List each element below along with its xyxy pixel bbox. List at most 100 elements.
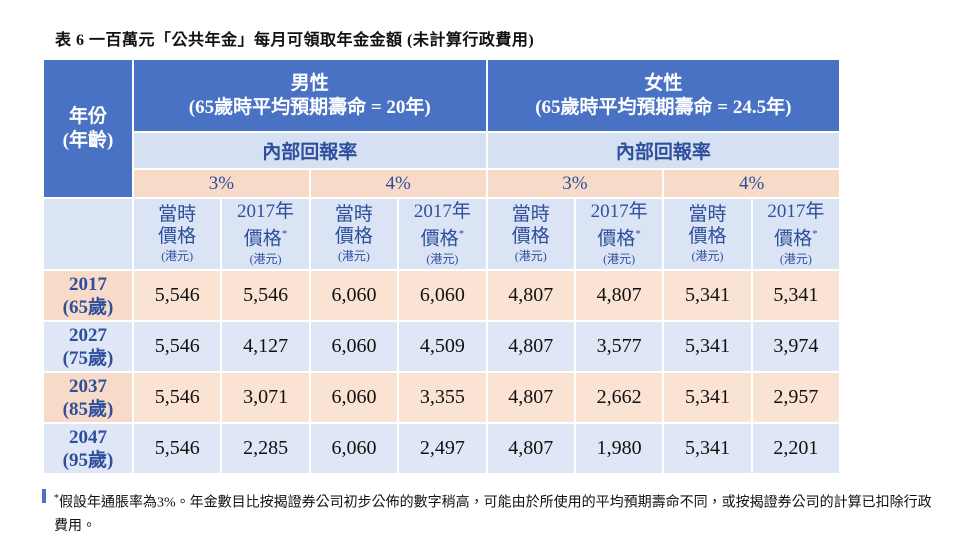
value-cell: 3,355 (397, 371, 488, 424)
column-header-text: 2017年 (590, 201, 648, 223)
value-cell: 5,546 (131, 320, 223, 373)
value-cell: 2,662 (573, 371, 665, 424)
column-header-line: 價格* (576, 223, 662, 250)
column-header: 2017年 價格* (港元) (573, 197, 665, 271)
value-cell: 6,060 (308, 371, 400, 424)
age: (65歲) (62, 296, 114, 318)
year-cell: 2017 (65歲) (42, 269, 134, 322)
rate: 3% (132, 168, 311, 199)
value-cell: 5,546 (220, 269, 311, 322)
table-title: 表 6 一百萬元「公共年金」每月可領取年金金額 (未計算行政費用) (55, 32, 535, 49)
column-header-line: 價格* (753, 223, 839, 250)
value-cell: 1,980 (573, 422, 665, 475)
column-header-text: 價格 (688, 226, 727, 247)
column-header-line: 當時 (134, 204, 220, 226)
column-header-text: 當時 (334, 204, 373, 225)
year: 2017 (69, 273, 107, 295)
value-cell: 2,957 (750, 371, 842, 424)
column-header-text: 當時 (688, 204, 727, 225)
value-cell: 6,060 (308, 422, 400, 475)
value-cell: 5,341 (662, 320, 753, 373)
value-cell: 2,497 (397, 422, 488, 475)
year-label-line: (年齡) (62, 129, 114, 151)
rate-row: 3% 4% 3% 4% (43, 168, 842, 199)
value-cell: 4,807 (485, 320, 576, 373)
column-unit: (港元) (603, 251, 636, 266)
column-header-row: 當時 價格 (港元) 2017年 價格* (港元) 當時 價格 (港元) 2017年 價格* (港元)… (42, 197, 842, 271)
value-cell: 4,127 (220, 320, 311, 373)
value-cell: 5,341 (662, 422, 753, 475)
value-cell: 2,201 (750, 422, 842, 475)
column-header-line: 2017年 (399, 201, 485, 223)
value-cell: 4,807 (573, 269, 665, 322)
column-mark: * (635, 228, 641, 241)
year-cell: 2037 (85歲) (42, 371, 134, 424)
column-header-line: 當時 (311, 204, 397, 226)
column-header-text: 價格 (511, 226, 550, 247)
rate-label: 內部回報率 (132, 131, 488, 170)
rate: 4% (662, 168, 842, 199)
column-header-text: 2017年 (767, 201, 825, 223)
value-cell: 4,509 (397, 320, 488, 373)
column-header-text: 當時 (158, 204, 197, 225)
column-header: 當時 價格 (港元) (308, 197, 400, 271)
group-name: 男性 (290, 72, 329, 94)
group-header: 男性 (65歲時平均預期壽命 = 20年) (132, 58, 488, 133)
year: 2027 (69, 324, 107, 346)
rate: 3% (485, 168, 665, 199)
value-cell: 3,071 (220, 371, 311, 424)
column-header: 2017年 價格* (港元) (220, 197, 311, 271)
value-cell: 2,285 (220, 422, 311, 475)
value-cell: 6,060 (308, 320, 400, 373)
group-row: 年份 (年齡) 男性 (65歲時平均預期壽命 = 20年) 女性 (65歲時平均預期壽命 … (42, 58, 842, 199)
group-name: 女性 (644, 72, 683, 94)
data-row: 2017 (65歲) 5,546 5,546 6,060 6,060 4,807 4,807 5… (42, 269, 842, 322)
year-cell: 2027 (75歲) (42, 320, 134, 373)
column-unit: (港元) (161, 249, 194, 263)
column-unit: (港元) (249, 251, 282, 266)
column-unit: (港元) (426, 251, 459, 266)
column-header-text: 價格 (597, 228, 636, 250)
column-header-line: 價格 (488, 226, 574, 248)
column-header-line: 當時 (488, 204, 574, 226)
column-unit: (港元) (514, 249, 547, 263)
column-header-text: 價格 (420, 228, 459, 250)
column-header-text: 價格 (334, 226, 373, 247)
value-cell: 5,546 (131, 422, 223, 475)
footnote: *假設年通脹率為3%。年金數目比按揭證券公司初步公佈的數字稍高，可能由於所使用的… (46, 487, 934, 538)
column-header-line: 價格* (222, 223, 308, 250)
blank-cell (42, 197, 134, 271)
rate-label: 內部回報率 (485, 131, 842, 170)
column-header-line: 價格 (134, 226, 220, 248)
value-cell: 6,060 (397, 269, 488, 322)
rate-label-row: 內部回報率 內部回報率 (43, 131, 842, 170)
value-cell: 5,341 (662, 371, 753, 424)
column-header-line: 2017年 (576, 201, 662, 223)
column-unit: (港元) (779, 251, 812, 266)
column-header-line: 價格* (399, 223, 485, 250)
value-cell: 4,807 (485, 269, 576, 322)
group-subtitle: (65歲時平均預期壽命 = 20年) (188, 96, 431, 118)
column-header-text: 2017年 (237, 201, 295, 223)
annuity-table: 年份 (年齡) 男性 (65歲時平均預期壽命 = 20年) 女性 (65歲時平均預期壽命 … (42, 58, 842, 475)
value-cell: 5,341 (750, 269, 842, 322)
value-cell: 3,577 (573, 320, 665, 373)
value-cell: 5,546 (131, 269, 223, 322)
column-header: 2017年 價格* (港元) (397, 197, 488, 271)
data-row: 2037 (85歲) 5,546 3,071 6,060 3,355 4,807 2,662 5… (42, 371, 842, 424)
footnote-marker: * (54, 493, 59, 504)
column-header-line: 價格 (664, 226, 750, 248)
value-cell: 5,341 (662, 269, 753, 322)
data-row: 2027 (75歲) 5,546 4,127 6,060 4,509 4,807 3,577 5… (42, 320, 842, 373)
column-mark: * (812, 228, 818, 241)
value-cell: 3,974 (750, 320, 842, 373)
year-cell: 2047 (95歲) (42, 422, 134, 475)
column-header-text: 價格 (243, 228, 282, 250)
column-header: 當時 價格 (港元) (485, 197, 576, 271)
rate: 4% (308, 168, 488, 199)
value-cell: 4,807 (485, 422, 576, 475)
age: (95歲) (62, 449, 114, 471)
year-label: 年份 (年齡) (42, 58, 134, 199)
group-subtitle: (65歲時平均預期壽命 = 24.5年) (535, 96, 792, 118)
